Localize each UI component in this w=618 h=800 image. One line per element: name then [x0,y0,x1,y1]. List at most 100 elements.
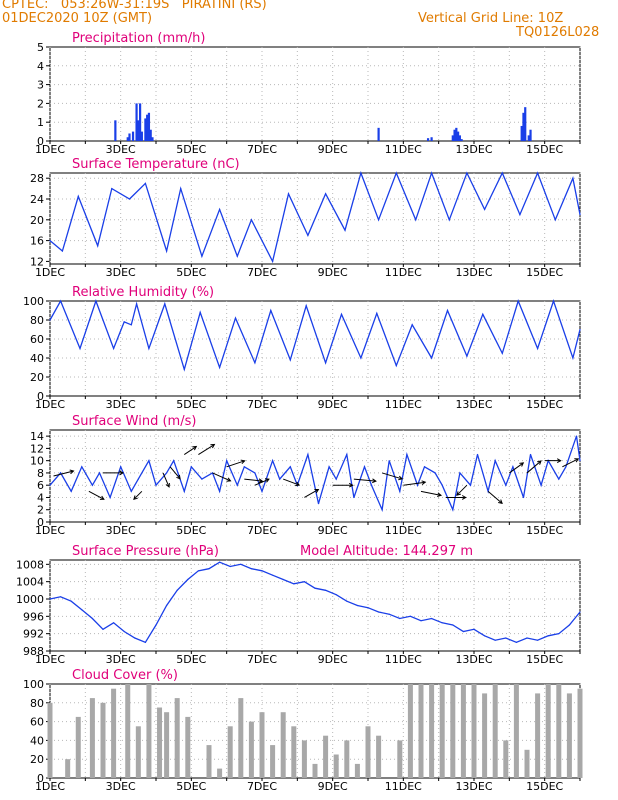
rh-point [79,347,81,350]
precip-bar [529,129,532,141]
wind-arrow-shaft [403,481,426,486]
pressure-xtick-label: 13DEC [455,653,492,666]
cloud-bar [217,768,223,778]
cloud-bar [75,716,81,778]
pressure-point [335,594,337,596]
precip-ytick-label: 5 [37,41,44,54]
precip-xtick-label: 9DEC [318,143,348,156]
wind-point [494,460,496,462]
wind-point [370,484,373,486]
precip-bar [149,129,152,141]
wind-xtick-label: 9DEC [318,524,348,537]
wind-point [399,490,401,492]
wind-arrow-head [456,491,461,496]
precip-bar [137,120,140,141]
pressure-xtick-label: 1DEC [35,653,65,666]
cloud-bar [450,684,456,778]
temp-xtick-label: 13DEC [455,266,492,279]
pressure-point [568,624,571,626]
rh-point [130,324,132,326]
precip-bar [377,127,380,141]
pressure-point [441,622,443,624]
cloud-xtick-label: 1DEC [35,780,65,793]
wind-point [529,453,532,456]
precip-bar [524,107,527,141]
pressure-ytick-label: 1008 [16,558,44,571]
header-location: CPTEC: 053:26W-31:19S PIRATINI (RS) [2,0,267,12]
cloud-bar [535,693,541,778]
wind-point [60,472,62,474]
pressure-point [187,578,189,581]
wind-arrow-shaft [420,490,442,496]
precip-bar [522,112,525,141]
cloud-bar [259,712,265,778]
pressure-point [505,637,507,639]
wind-point [441,484,443,486]
wind-arrow-shaft [183,446,197,455]
pressure-point [282,578,284,581]
wind-arrow-head [295,481,301,487]
wind-point [353,496,355,499]
cloud-bar [312,763,318,778]
wind-point [236,484,238,486]
rh-point [95,300,97,302]
cloud-bar [146,684,152,778]
rh-series-line [49,298,581,372]
temp-point [97,245,99,247]
pressure-xtick-label: 9DEC [318,653,348,666]
pressure-ytick-label: 1004 [16,576,44,589]
precip-xtick-label: 7DEC [247,143,277,156]
rh-point [325,362,327,364]
precip-ytick-label: 0 [37,135,44,148]
wind-arrow-shaft [169,466,181,480]
wind-arrow-head [437,492,443,497]
cloud-xtick-label: 9DEC [318,780,348,793]
cloud-bar [248,721,254,778]
pressure-ytick-label: 996 [23,610,44,623]
temp-point [307,234,309,236]
pressure-point [526,637,528,639]
pressure-xtick-label: 7DEC [247,653,277,666]
pressure-point [70,600,72,602]
cloud-bar [513,684,519,778]
precip-bar [140,131,143,141]
cloud-xtick-label: 11DEC [385,780,422,793]
wind-arrow-shaft [526,460,542,474]
pressure-point [420,620,422,622]
cloud-xtick-label: 5DEC [176,780,206,793]
rh-xtick-label: 15DEC [526,398,563,411]
wind-arrow-head [69,469,75,475]
temp-ytick-label: 16 [30,235,44,248]
wind-ytick-label: 8 [37,467,44,480]
temp-ytick-label: 12 [30,255,44,268]
cloud-bar [577,688,583,778]
pressure-point [144,641,146,643]
pressure-point [81,609,83,611]
wind-ytick-label: 14 [30,430,44,443]
rh-point [376,312,378,314]
wind-point [476,453,479,456]
cloud-bar [407,684,413,778]
wind-xtick-label: 13DEC [455,524,492,537]
wind-arrow-head [176,474,181,480]
pressure-point [155,624,157,626]
wind-point [183,490,185,492]
wind-point [565,466,567,468]
cloud-ytick-label: 0 [37,772,44,785]
wind-point [201,478,203,480]
wind-arrow-shaft [198,444,215,455]
temp-point [201,255,203,257]
temp-point [344,229,346,231]
pressure-xtick-label: 5DEC [176,653,206,666]
wind-arrow-head [258,478,264,484]
precip-bar [146,114,149,141]
rh-xtick-label: 3DEC [106,398,136,411]
wind-series-line [49,435,581,513]
cloud-bar [65,759,71,778]
wind-point [416,484,419,486]
cloud-bar [174,698,180,778]
wind-point [469,484,472,486]
rh-ytick-label: 100 [23,295,44,308]
rh-xtick-label: 1DEC [35,398,65,411]
cloud-xtick-label: 15DEC [526,780,563,793]
